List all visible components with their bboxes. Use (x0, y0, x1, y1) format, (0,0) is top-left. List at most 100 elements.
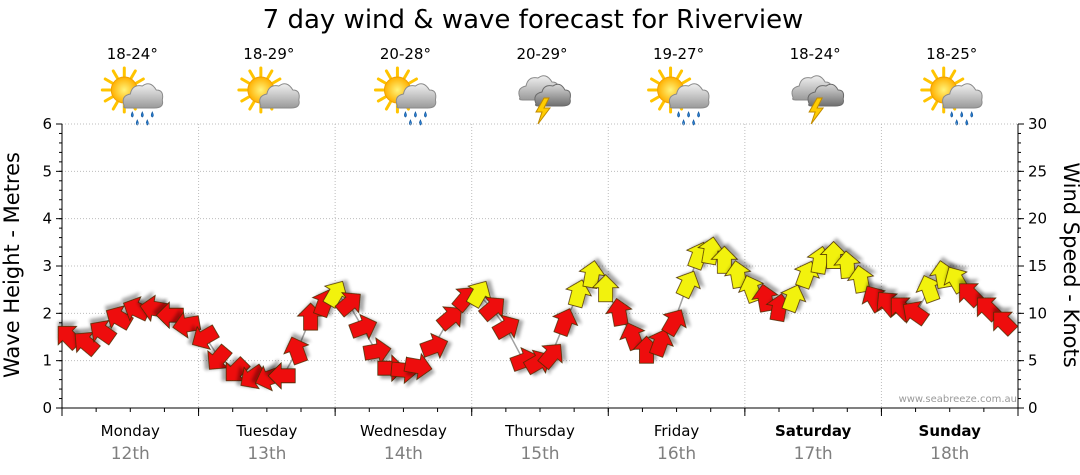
left-tick-label: 4 (42, 210, 52, 228)
wind-arrow (605, 297, 633, 327)
wind-arrow (362, 337, 392, 365)
storm-cloud-icon (518, 75, 571, 125)
sun-ray (248, 69, 256, 80)
cloud-shape (122, 83, 164, 109)
sun-ray (658, 100, 666, 111)
cloud-shape (395, 83, 437, 109)
right-tick-label: 0 (1028, 399, 1038, 417)
sun-ray (240, 77, 251, 85)
temperature-label: 18-24° (790, 45, 841, 63)
wind-arrow (491, 314, 520, 341)
wind-arrow (283, 336, 310, 366)
grid-lines (62, 123, 1018, 408)
sun-ray (949, 69, 957, 80)
raindrop-icon (692, 119, 695, 126)
cloud-icon (259, 83, 300, 109)
day-date: 18th (930, 444, 969, 464)
left-tick-label: 6 (42, 115, 52, 133)
sun-ray (134, 77, 145, 85)
day-name: Wednesday (360, 422, 447, 440)
raindrop-icon (960, 111, 964, 118)
wind-arrow (993, 311, 1019, 337)
day-date: 17th (794, 444, 833, 464)
sun-ray (402, 69, 410, 80)
cloud-icon (942, 83, 983, 109)
day-name: Thursday (504, 422, 575, 440)
wind-arrow (172, 311, 202, 339)
raindrop-icon (697, 111, 700, 118)
wind-arrow (552, 308, 579, 337)
day-column-label: Monday 12th (101, 422, 160, 464)
day-column-label: Tuesday 13th (235, 422, 297, 464)
sun-ray (408, 77, 418, 85)
day-name: Sunday (919, 422, 982, 440)
temperature-label: 19-27° (653, 45, 704, 63)
tick-labels: 0 1 2 3 4 5 6 0 5 10 15 20 25 30 (42, 115, 1047, 417)
right-tick-label: 20 (1028, 210, 1047, 228)
day-name: Monday (101, 422, 160, 440)
wind-arrow (267, 361, 296, 390)
wind-arrow (240, 363, 268, 390)
day-labels: Monday 12th Tuesday 13th Wednesday 14th Thursd… (101, 422, 981, 464)
day-column-label: Saturday 17th (775, 422, 852, 464)
wind-arrow (465, 280, 492, 309)
cloud-icon (122, 83, 164, 109)
sun-ray (676, 69, 684, 80)
axes (56, 123, 1024, 416)
right-tick-label: 10 (1028, 304, 1047, 322)
temperature-label: 20-28° (380, 45, 431, 63)
wind-arrow (90, 319, 118, 346)
wind-arrow (661, 309, 687, 338)
wind-arrow (565, 279, 593, 309)
left-tick-label: 5 (42, 162, 52, 180)
wind-arrow (207, 343, 233, 370)
temperature-label: 20-29° (516, 45, 567, 63)
temperature-label: 18-24° (107, 45, 158, 63)
raindrop-icon (950, 111, 954, 118)
left-tick-label: 1 (42, 352, 52, 370)
chart-title: 7 day wind & wave forecast for Riverview (263, 5, 804, 35)
sun-ray (954, 77, 965, 85)
right-axis-title: Wind Speed - Knots (1059, 162, 1080, 367)
sun-ray (931, 69, 939, 80)
watermark: www.seabreeze.com.au (899, 394, 1017, 405)
raindrop-icon (140, 111, 144, 118)
wind-series (57, 236, 1019, 392)
raindrop-icon (687, 111, 690, 118)
right-tick-label: 5 (1028, 352, 1038, 370)
sun-ray (681, 77, 692, 85)
cloud-icon (668, 83, 710, 109)
sun-cloud-rain-icon (647, 66, 710, 126)
temperature-label: 18-25° (926, 45, 977, 63)
left-tick-label: 3 (42, 257, 52, 275)
cloud-shape (942, 83, 983, 109)
wind-arrow (647, 328, 674, 358)
raindrop-icon (424, 111, 427, 118)
day-date: 12th (111, 444, 150, 464)
right-tick-label: 25 (1028, 162, 1047, 180)
sun-ray (103, 95, 114, 103)
sun-ray (650, 95, 660, 103)
wind-arrow (591, 274, 620, 303)
sun-ray (931, 100, 939, 111)
day-date: 16th (657, 444, 696, 464)
day-date: 14th (384, 444, 423, 464)
sun-ray (111, 69, 119, 80)
wind-arrow (902, 300, 931, 327)
wind-arrow (419, 332, 449, 360)
sun-ray (103, 77, 114, 85)
sun-cloud-icon (237, 66, 300, 114)
sun-ray (376, 77, 387, 85)
day-column-label: Sunday 18th (919, 422, 982, 464)
sun-cloud-rain-icon (920, 66, 983, 126)
wind-arrow (225, 356, 251, 382)
sun-ray (248, 100, 256, 111)
wind-arrow (477, 296, 505, 323)
temperature-labels: 18-24° 18-29° 20-28° 20-29° 19-27° 18-24° 18-2… (107, 45, 978, 63)
cloud-icon (395, 83, 437, 109)
raindrop-icon (130, 111, 134, 118)
wind-arrow (780, 284, 807, 314)
right-tick-label: 15 (1028, 257, 1047, 275)
day-column-label: Thursday 15th (504, 422, 575, 464)
